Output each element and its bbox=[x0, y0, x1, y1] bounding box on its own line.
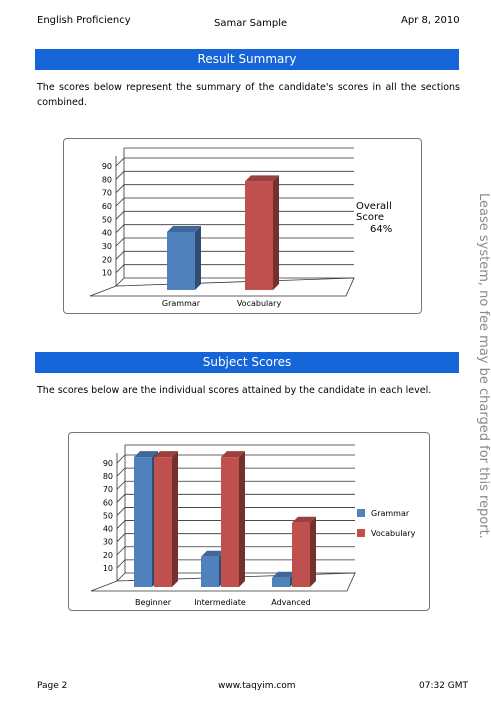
bar-advanced-vocabulary bbox=[292, 516, 316, 587]
gridline-side bbox=[116, 559, 126, 569]
y-tick-label: 20 bbox=[103, 551, 113, 560]
legend-label-grammar: Grammar bbox=[371, 509, 410, 518]
legend-label-vocabulary: Vocabulary bbox=[371, 529, 416, 538]
website-link[interactable]: www.taqyim.com bbox=[218, 681, 296, 691]
overall-score-value: 64% bbox=[370, 224, 393, 235]
bar-advanced-vocabulary-top bbox=[292, 516, 316, 523]
result-summary-description: The scores below represent the summary o… bbox=[37, 82, 460, 108]
y-tick-label: 60 bbox=[103, 498, 113, 507]
bar-advanced-grammar-front bbox=[272, 577, 290, 587]
subject-scores-description: The scores below are the individual scor… bbox=[37, 385, 432, 396]
subject-scores-chart: 10 20 30 40 50 60 70 80 90 Beginner Intermediate Ad… bbox=[68, 432, 430, 611]
gridline-side bbox=[116, 546, 126, 556]
y-tick-label: 60 bbox=[102, 202, 112, 211]
y-tick-label: 90 bbox=[102, 162, 112, 171]
bar-vocabulary bbox=[245, 175, 279, 290]
watermark-text: Lease system, no fee may be charged for … bbox=[476, 193, 491, 539]
gridline-side bbox=[115, 184, 125, 193]
bar-beginner-grammar-front bbox=[134, 457, 152, 587]
gridline-side bbox=[115, 251, 125, 260]
footer-time: 07:32 GMT bbox=[419, 681, 469, 691]
page-label: Page bbox=[37, 681, 59, 691]
gridline-side bbox=[115, 211, 125, 220]
gridline-side bbox=[115, 157, 125, 167]
gridline-side bbox=[116, 533, 126, 542]
report-title: English Proficiency bbox=[37, 15, 131, 26]
legend-swatch-grammar bbox=[357, 509, 365, 517]
gridline-side bbox=[115, 264, 125, 273]
bar-beginner-vocabulary-side bbox=[172, 451, 178, 587]
bar-intermediate-vocabulary bbox=[221, 451, 245, 587]
report-date: Apr 8, 2010 bbox=[401, 15, 460, 26]
gridline-side bbox=[116, 467, 126, 477]
x-category-label: Grammar bbox=[162, 299, 201, 308]
gridline-side bbox=[115, 237, 125, 247]
bar-intermediate-vocabulary-front bbox=[221, 457, 239, 587]
gridline-side bbox=[116, 520, 126, 529]
bar-beginner-vocabulary bbox=[154, 451, 178, 587]
bar-advanced-grammar-top bbox=[272, 571, 296, 578]
result-summary-chart: 10 20 30 40 50 60 70 80 90 Grammar Vocabulary Over… bbox=[63, 138, 422, 314]
y-tick-label: 50 bbox=[103, 511, 113, 520]
bar-intermediate-vocabulary-side bbox=[239, 451, 245, 587]
bar-grammar-side bbox=[195, 226, 201, 290]
y-tick-label: 70 bbox=[102, 189, 112, 198]
gridline-side bbox=[116, 494, 126, 503]
x-category-label: Advanced bbox=[271, 598, 311, 607]
y-tick-label: 10 bbox=[102, 269, 112, 278]
bar-beginner-grammar-top bbox=[134, 451, 158, 458]
bar-vocabulary-front bbox=[245, 181, 273, 290]
bar-grammar-front bbox=[167, 232, 195, 290]
y-tick-label: 40 bbox=[103, 525, 113, 534]
bar-advanced-vocabulary-side bbox=[310, 516, 316, 587]
bar-intermediate-grammar-top bbox=[201, 550, 225, 557]
gridline-side bbox=[116, 454, 126, 464]
legend-swatch-vocabulary bbox=[357, 529, 365, 537]
overall-score-label: Overall Score bbox=[356, 201, 392, 223]
x-category-label: Beginner bbox=[135, 598, 172, 607]
bar-beginner-vocabulary-front bbox=[154, 457, 172, 587]
y-tick-label: 30 bbox=[102, 242, 112, 251]
y-tick-label: 20 bbox=[102, 255, 112, 264]
bar-grammar-top bbox=[167, 226, 201, 232]
gridline-side bbox=[115, 171, 125, 180]
subject-scores-chart-svg: 10 20 30 40 50 60 70 80 90 Beginner Intermediate Ad… bbox=[90, 444, 416, 607]
bar-beginner-vocabulary-top bbox=[154, 451, 178, 458]
subject-scores-heading: Subject Scores bbox=[35, 352, 459, 373]
y-tick-label: 40 bbox=[102, 229, 112, 238]
page-number: Page 2 bbox=[37, 681, 67, 691]
y-tick-label: 10 bbox=[103, 564, 113, 573]
bar-vocabulary-top bbox=[245, 175, 279, 182]
gridline-side bbox=[115, 197, 125, 207]
y-tick-label: 80 bbox=[103, 472, 113, 481]
y-tick-label: 30 bbox=[103, 538, 113, 547]
gridline-side bbox=[116, 507, 126, 516]
bar-intermediate-vocabulary-top bbox=[221, 451, 245, 458]
y-tick-label: 50 bbox=[102, 215, 112, 224]
x-category-label: Intermediate bbox=[194, 598, 246, 607]
page-number-value: 2 bbox=[61, 681, 68, 691]
chart-frame: 10 20 30 40 50 60 70 80 90 bbox=[89, 147, 355, 297]
gridline-side bbox=[115, 224, 125, 233]
y-tick-label: 70 bbox=[103, 485, 113, 494]
bar-vocabulary-side bbox=[273, 175, 279, 290]
bar-intermediate-grammar-front bbox=[201, 556, 219, 587]
chart-floor-front bbox=[89, 277, 355, 297]
x-category-label: Vocabulary bbox=[237, 299, 282, 308]
result-summary-heading: Result Summary bbox=[35, 49, 459, 70]
y-tick-label: 90 bbox=[103, 459, 113, 468]
bar-grammar bbox=[167, 226, 201, 290]
result-summary-chart-svg: 10 20 30 40 50 60 70 80 90 Grammar Vocabulary bbox=[89, 147, 355, 308]
y-tick-label: 80 bbox=[102, 175, 112, 184]
gridline-side bbox=[116, 480, 126, 490]
candidate-name: Samar Sample bbox=[214, 18, 288, 29]
bar-advanced-vocabulary-front bbox=[292, 522, 310, 587]
